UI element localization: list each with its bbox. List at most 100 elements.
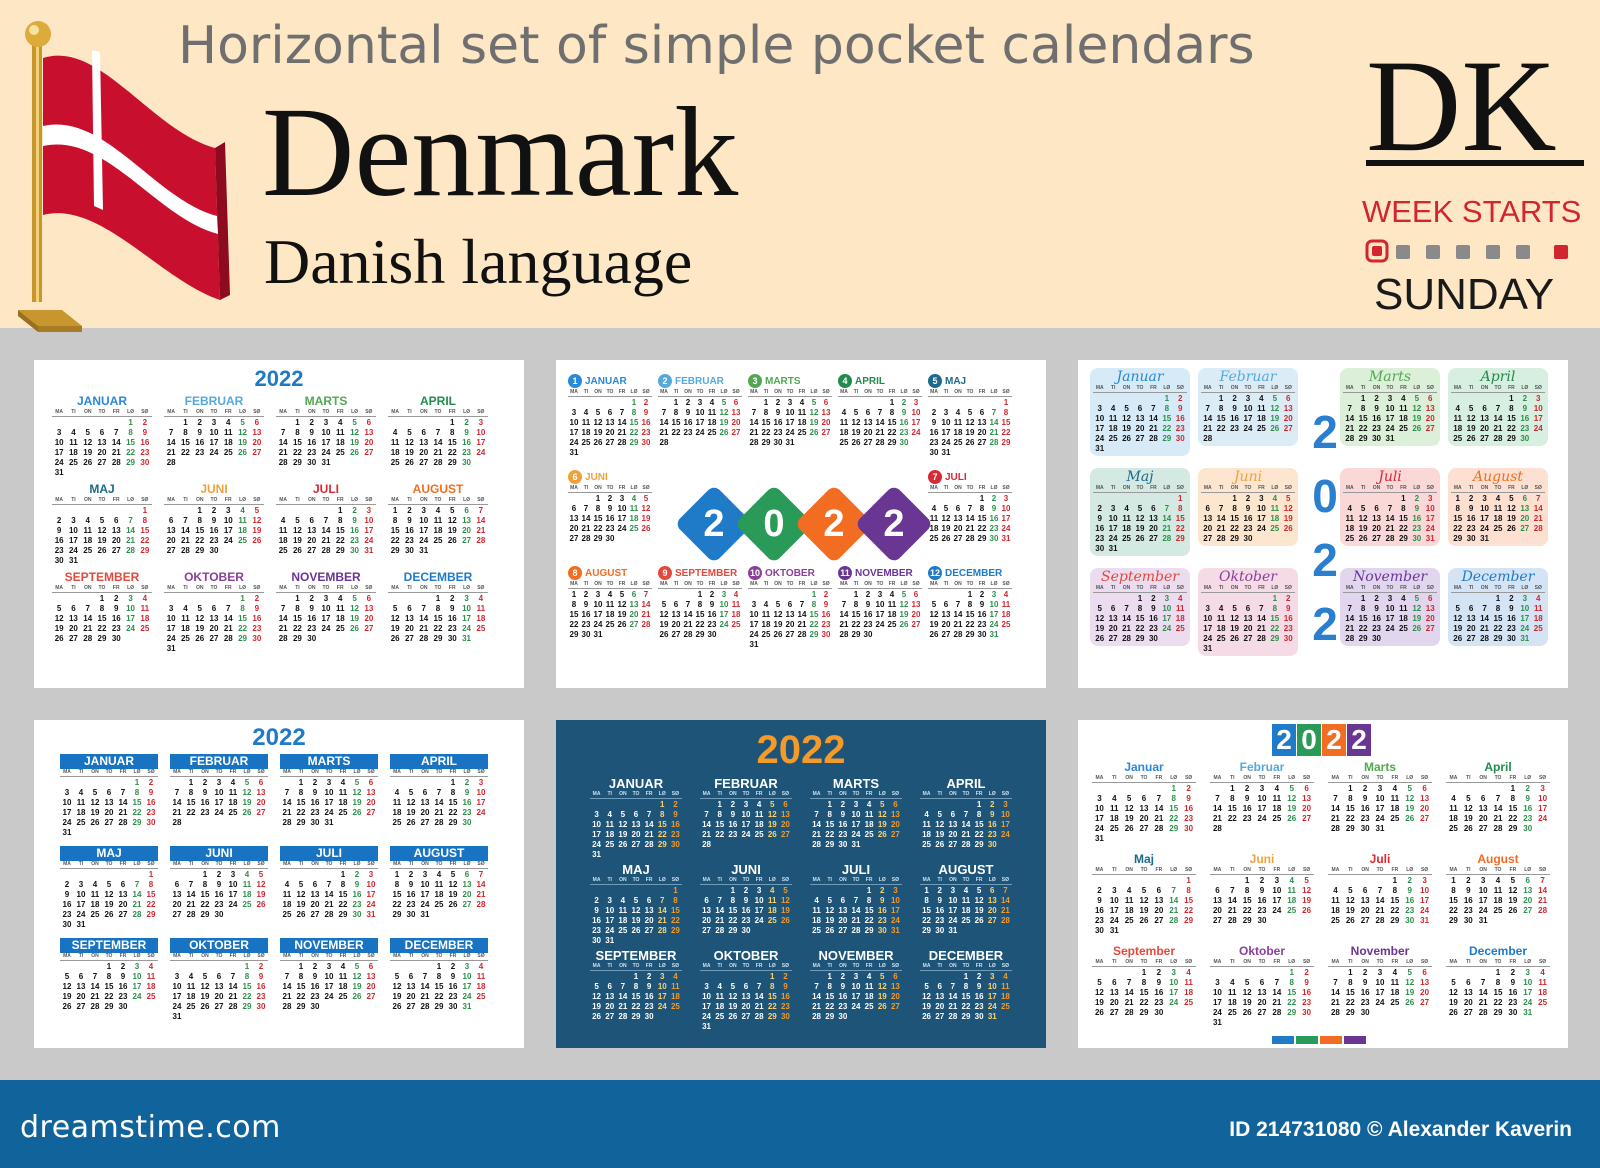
day-cell: 26 — [352, 808, 362, 817]
day-cell — [404, 778, 418, 788]
day-cell: 18 — [1448, 814, 1458, 823]
week-row: 28 29 30 31 — [1328, 824, 1432, 834]
day-cell: 4 — [866, 972, 872, 981]
day-cell: 16 — [256, 982, 266, 991]
day-cell — [940, 398, 952, 408]
month-block: OKTOBER MA TI ON TO FR LØ SØ 1 2 3 4 5 6 7 8 9 10 11 12 13 14… — [170, 938, 268, 1022]
weekday-label: TI — [188, 953, 194, 959]
day-cell: 19 — [1122, 424, 1131, 433]
weekday-label: LØ — [900, 581, 908, 587]
weekday-label: ON — [774, 581, 782, 587]
day-cell: 12 — [1302, 886, 1312, 895]
day-cell: 7 — [583, 504, 589, 513]
week-row: 4 5 6 7 8 9 10 — [280, 880, 378, 890]
day-cell — [1093, 594, 1106, 604]
weekday-label: LØ — [463, 861, 471, 867]
weekday-label: FR — [1273, 959, 1281, 965]
weekday-label: TO — [966, 485, 974, 491]
weekday-label: TO — [98, 585, 106, 591]
day-cell — [616, 398, 628, 408]
day-cell: 8 — [1289, 978, 1294, 987]
day-cell: 10 — [1001, 504, 1011, 513]
day-cell: 13 — [1520, 504, 1530, 513]
day-cell: 4 — [763, 600, 769, 609]
weekday-label: TO — [1258, 867, 1266, 873]
day-cell: 10 — [1538, 794, 1548, 803]
day-cell: 11 — [1538, 978, 1547, 987]
day-cell — [1255, 1018, 1270, 1028]
weekday-label: SØ — [257, 861, 265, 867]
week-row: 31 — [1092, 834, 1196, 844]
day-cell: 22 — [1001, 428, 1011, 437]
day-cell: 8 — [1244, 886, 1250, 895]
day-cell: 14 — [1345, 614, 1355, 623]
day-cell: 29 — [864, 926, 874, 935]
week-row: 27 28 29 30 — [170, 910, 268, 920]
day-cell — [1269, 916, 1284, 926]
weekday-label: LØ — [239, 585, 247, 591]
day-cell: 28 — [476, 900, 486, 909]
day-cell: 11 — [1399, 404, 1408, 413]
day-cell: 17 — [1243, 414, 1253, 423]
day-cell: 22 — [851, 620, 861, 629]
weekday-header: MA TI ON TO FR LØ SØ — [1093, 485, 1187, 493]
month-block: Juni MA TI ON TO FR LØ SØ 1 2 3 4 5 6 7 8 9 10 11 12 13 14 15 1… — [1198, 468, 1298, 546]
day-cell: 5 — [295, 516, 300, 525]
day-cell — [628, 534, 640, 544]
day-cell — [123, 506, 137, 516]
day-cell: 14 — [683, 610, 693, 619]
day-cell: 21 — [1385, 524, 1395, 533]
weekday-label: LØ — [353, 953, 361, 959]
day-cell: 28 — [683, 630, 693, 639]
weekday-label: TI — [763, 581, 769, 587]
day-cell: 10 — [54, 438, 64, 447]
day-cell: 18 — [335, 614, 345, 623]
month-name-text: MARTS — [307, 754, 351, 768]
day-cell: 9 — [901, 408, 907, 417]
day-cell — [616, 534, 628, 544]
day-cell: 1 — [134, 778, 140, 787]
day-cell: 23 — [773, 428, 783, 437]
day-cell: 22 — [1358, 624, 1368, 633]
day-cell — [590, 800, 603, 810]
month-block: OKTOBER MA TI ON TO FR LØ SØ 1 2 3 4 5 6 7 8 9 10 11 12 13 14… — [700, 948, 792, 1032]
day-cell — [1174, 444, 1187, 454]
day-cell: 19 — [1094, 998, 1104, 1007]
day-cell: 30 — [140, 458, 150, 467]
month-name: AUGUST — [390, 846, 488, 861]
month-block: Oktober MA TI ON TO FR LØ SØ 1 2 3 4 5 6 7 8 9 10 11 12 13 14… — [1210, 944, 1314, 1028]
day-cell: 13 — [569, 514, 579, 523]
day-cell — [1373, 876, 1388, 886]
day-cell: 23 — [54, 546, 64, 555]
day-cell: 11 — [146, 972, 156, 981]
weekday-label: TO — [1244, 485, 1252, 491]
day-cell — [88, 962, 102, 972]
week-row: 28 — [1201, 434, 1295, 444]
day-cell: 12 — [1412, 604, 1422, 613]
day-cell: 16 — [741, 906, 751, 915]
day-cell: 3 — [853, 800, 859, 809]
day-cell — [1106, 594, 1119, 604]
week-row: 26 27 28 29 30 — [590, 1012, 682, 1022]
day-cell: 23 — [863, 620, 873, 629]
day-cell: 27 — [953, 534, 963, 543]
month-name: JANUAR — [590, 776, 682, 791]
weekday-label: ON — [954, 581, 962, 587]
day-cell: 23 — [1094, 916, 1104, 925]
weekday-header: MA TI ON TO FR LØ SØ — [60, 953, 158, 961]
day-cell — [952, 448, 964, 458]
month-name: MAJ — [590, 862, 682, 877]
day-cell: 17 — [1420, 896, 1430, 905]
day-cell — [580, 448, 592, 458]
day-cell: 23 — [989, 524, 999, 533]
week-row: 31 — [170, 1012, 268, 1022]
weekday-label: TI — [298, 861, 304, 867]
day-cell: 23 — [1302, 998, 1312, 1007]
week-row: 18 19 20 21 22 23 24 — [920, 830, 1012, 840]
day-cell: 1 — [298, 778, 304, 787]
day-cell: 2 — [64, 880, 70, 889]
day-cell — [863, 840, 876, 850]
day-cell: 6 — [368, 962, 374, 971]
